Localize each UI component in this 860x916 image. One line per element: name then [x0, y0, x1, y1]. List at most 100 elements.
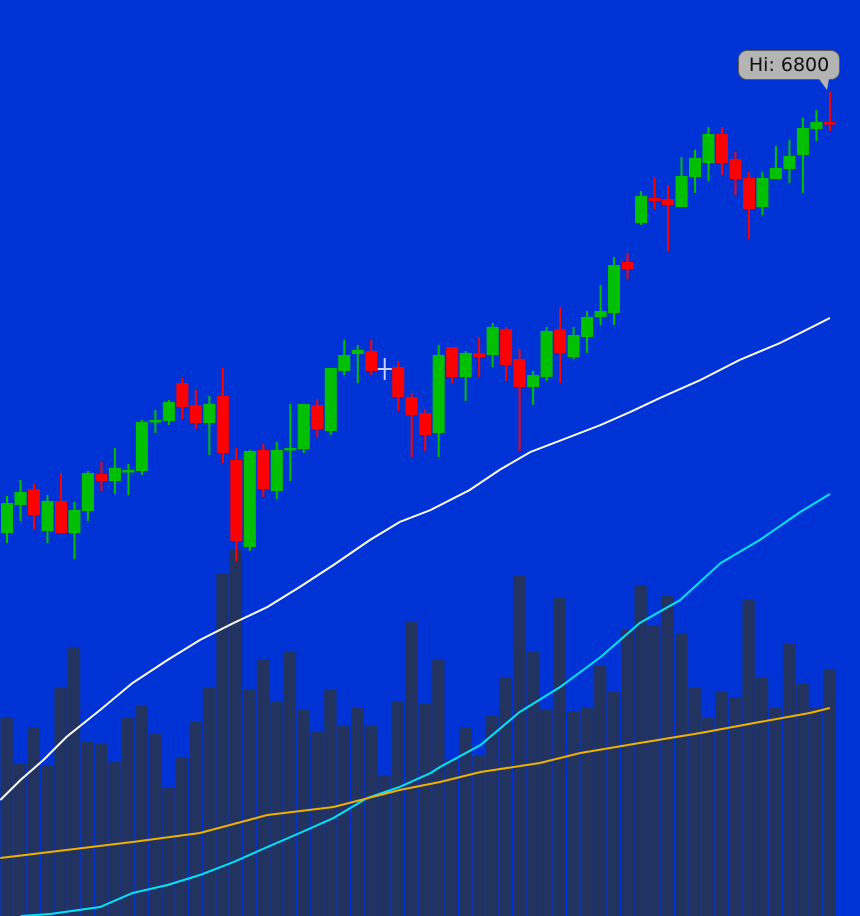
- volume-bar: [67, 648, 81, 916]
- candle-down: [823, 122, 836, 125]
- candle-up: [675, 176, 688, 207]
- candle-up: [432, 355, 445, 433]
- candle-down: [95, 474, 108, 481]
- candle-down: [230, 460, 243, 541]
- candle-up: [635, 196, 648, 223]
- volume-bar: [540, 710, 553, 916]
- candle-down: [742, 178, 755, 209]
- candle-up: [81, 473, 94, 511]
- candle-down: [513, 359, 526, 387]
- volume-bar: [607, 692, 620, 916]
- candle-down: [473, 353, 486, 357]
- volume-bar: [715, 692, 728, 916]
- volume-bar: [782, 644, 796, 916]
- candle-down: [554, 329, 567, 353]
- volume-bar: [621, 630, 634, 916]
- candle-down: [216, 396, 229, 453]
- volume-bar: [675, 634, 688, 916]
- volume-bar: [27, 728, 40, 916]
- candle-up: [1, 503, 13, 533]
- candle-down: [189, 405, 202, 423]
- candle-up: [567, 335, 580, 357]
- volume-bar: [513, 576, 526, 916]
- high-tooltip: Hi: 6800: [737, 50, 841, 90]
- volume-bar: [405, 622, 418, 916]
- volume-bar: [580, 708, 593, 916]
- candle-down: [729, 159, 742, 179]
- volume-bar: [40, 766, 54, 916]
- candle-down: [257, 450, 270, 489]
- candle-up: [324, 368, 337, 431]
- volume-bar: [701, 718, 715, 916]
- volume-bar: [324, 690, 337, 916]
- candle-up: [162, 402, 175, 421]
- volume-bar: [661, 596, 674, 916]
- candle-down: [662, 199, 675, 205]
- volume-bar: [688, 688, 701, 916]
- candle-up: [702, 134, 715, 163]
- candle-up: [459, 353, 472, 377]
- candle-up: [810, 122, 823, 129]
- volume-bar: [418, 704, 431, 916]
- volume-bar: [216, 574, 229, 916]
- volume-bar: [742, 600, 755, 916]
- volume-bar: [499, 678, 512, 916]
- volume-bar: [256, 660, 270, 916]
- moving-average-orange: [0, 707, 831, 859]
- volume-bar: [364, 726, 378, 916]
- candle-down: [648, 198, 661, 201]
- volume-bar: [567, 712, 580, 916]
- candle-up: [608, 265, 621, 313]
- candle-down: [500, 329, 513, 365]
- volume-bar: [472, 756, 485, 916]
- candle-down: [311, 405, 324, 429]
- candle-down: [419, 413, 432, 435]
- volume-bar: [594, 666, 607, 916]
- candle-down: [446, 347, 459, 377]
- volume-bar: [310, 732, 324, 916]
- volume-bar: [270, 702, 283, 916]
- volume-bar: [432, 660, 445, 916]
- candle-up: [68, 510, 81, 533]
- volume-bar: [175, 758, 189, 916]
- candle-up: [135, 422, 148, 471]
- candle-up: [796, 128, 809, 155]
- volume-bar: [121, 718, 135, 916]
- volume-bar: [94, 744, 108, 916]
- candle-down: [54, 501, 67, 533]
- volume-bar: [796, 684, 809, 916]
- candle-up: [581, 317, 594, 337]
- moving-average-cyan: [20, 493, 831, 916]
- candle-up: [122, 470, 135, 473]
- volume-bar: [108, 762, 121, 916]
- candle-up: [297, 404, 310, 449]
- volume-bar: [634, 586, 647, 916]
- volume-bar: [391, 702, 405, 916]
- candle-down: [621, 262, 634, 269]
- candle-up: [351, 350, 364, 354]
- candle-up: [783, 156, 796, 169]
- candle-up: [203, 404, 216, 423]
- volume-bar: [283, 652, 297, 916]
- candle-up: [41, 501, 54, 531]
- candle-up: [769, 168, 782, 179]
- volume-bar: [0, 718, 13, 916]
- volume-bar: [486, 716, 499, 916]
- volume-bar: [445, 760, 458, 916]
- candle-down: [715, 134, 728, 163]
- volume-bar: [337, 726, 351, 916]
- candle-up: [270, 450, 283, 491]
- volume-bar: [81, 742, 94, 916]
- candle-up: [149, 420, 162, 423]
- candle-up: [486, 327, 499, 355]
- volume-bar: [135, 706, 148, 916]
- candle-up: [688, 158, 701, 177]
- candle-up: [14, 492, 27, 505]
- volume-bar: [378, 776, 391, 916]
- volume-bar: [54, 688, 67, 916]
- volume-bar: [202, 688, 216, 916]
- candle-down: [392, 367, 405, 397]
- moving-average-white: [0, 317, 831, 801]
